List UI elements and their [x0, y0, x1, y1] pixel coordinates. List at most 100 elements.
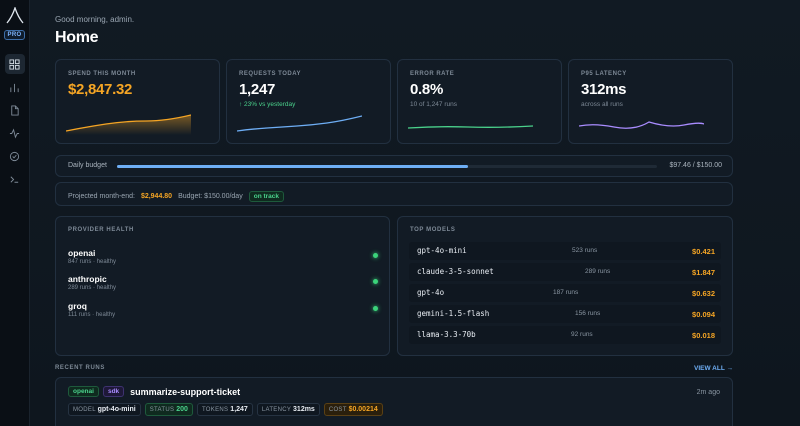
- stat-subtext: 10 of 1,247 runs: [410, 101, 457, 108]
- source-tag: sdk: [102, 386, 125, 397]
- projection-label: Projected month-end:: [68, 193, 135, 200]
- model-name: gpt-4o: [417, 288, 445, 297]
- budget-track: [117, 164, 657, 168]
- page-title: Home: [55, 29, 99, 46]
- nav-activity[interactable]: [5, 123, 25, 143]
- chip-key: STATUS: [149, 407, 175, 413]
- run-time: 2m ago: [696, 389, 720, 396]
- activity-icon: [9, 128, 20, 138]
- stat-label: P95 LATENCY: [581, 71, 627, 77]
- document-icon: [11, 104, 19, 116]
- spend-sparkline: [66, 114, 191, 135]
- latency-chip: LATENCY 312ms: [256, 403, 320, 416]
- chip-value: gpt-4o-mini: [97, 406, 136, 413]
- section-title: PROVIDER HEALTH: [68, 227, 134, 233]
- projection-bar: Projected month-end: $2,944.80 Budget: $…: [55, 182, 733, 206]
- model-cost: $0.094: [692, 309, 715, 319]
- latency-sparkline: [579, 121, 704, 129]
- stat-value: 0.8%: [410, 81, 443, 98]
- model-name: gpt-4o-mini: [417, 246, 467, 255]
- requests-sparkline: [237, 115, 362, 132]
- model-cost: $1.847: [692, 267, 715, 277]
- budget-fill: [117, 164, 468, 168]
- stat-card-requests: REQUESTS TODAY 1,247 ↑ 23% vs yesterday: [226, 59, 391, 144]
- model-row[interactable]: gpt-4o 187 runs $0.632: [409, 284, 721, 302]
- nav-checks[interactable]: [5, 146, 25, 166]
- model-row[interactable]: llama-3.3-70b 92 runs $0.018: [409, 326, 721, 344]
- stat-value: $2,847.32: [68, 81, 133, 98]
- model-name: gemini-1.5-flash: [417, 309, 490, 318]
- view-all-link[interactable]: VIEW ALL →: [694, 365, 733, 372]
- nav-rail: PRO: [0, 0, 30, 426]
- nav-home[interactable]: [4, 54, 25, 74]
- model-runs: 289 runs: [585, 268, 611, 275]
- grid-icon: [9, 58, 20, 70]
- model-row[interactable]: gpt-4o-mini 523 runs $0.421: [409, 242, 721, 260]
- section-title: TOP MODELS: [410, 227, 456, 233]
- stat-card-errors: ERROR RATE 0.8% 10 of 1,247 runs: [397, 59, 562, 144]
- stat-card-latency: P95 LATENCY 312ms across all runs: [568, 59, 733, 144]
- provider-name: groq: [68, 301, 87, 311]
- model-cost: $0.421: [692, 246, 715, 256]
- stat-label: ERROR RATE: [410, 71, 455, 77]
- run-chips: MODEL gpt-4o-mini STATUS 200 TOKENS 1,24…: [68, 403, 383, 416]
- chip-key: TOKENS: [201, 407, 229, 413]
- provider-health-panel: PROVIDER HEALTH openai 847 runs · health…: [55, 216, 390, 356]
- provider-detail: 289 runs · healthy: [68, 285, 117, 291]
- projection: Projected month-end: $2,944.80 Budget: $…: [68, 191, 285, 202]
- health-dot-icon: [373, 306, 378, 311]
- stat-card-spend: SPEND THIS MONTH $2,847.32: [55, 59, 220, 144]
- provider-detail: 847 runs · healthy: [68, 259, 117, 265]
- model-name: claude-3-5-sonnet: [417, 267, 494, 276]
- provider-name: openai: [68, 248, 96, 258]
- chip-key: MODEL: [73, 407, 96, 413]
- bar-chart-icon: [10, 83, 19, 92]
- projection-amount: $2,944.80: [140, 193, 173, 200]
- run-name: summarize-support-ticket: [130, 386, 241, 397]
- chip-value: 1,247: [230, 406, 248, 413]
- status-chip: STATUS 200: [144, 403, 193, 416]
- nav-terminal[interactable]: [5, 169, 25, 189]
- provider-item[interactable]: anthropic 289 runs · healthy: [68, 274, 116, 291]
- stat-label: REQUESTS TODAY: [239, 71, 302, 77]
- pro-badge: PRO: [3, 30, 26, 40]
- stat-subtext: across all runs: [581, 101, 623, 108]
- cost-chip: COST $0.00214: [323, 403, 383, 416]
- model-row[interactable]: gemini-1.5-flash 156 runs $0.094: [409, 305, 721, 323]
- budget-amount: $97.46 / $150.00: [669, 162, 722, 169]
- health-dot-icon: [373, 279, 378, 284]
- budget-label: Daily budget: [68, 162, 107, 169]
- chip-value: 200: [176, 406, 188, 413]
- chip-key: LATENCY: [261, 407, 292, 413]
- provider-item[interactable]: groq 111 runs · healthy: [68, 301, 115, 318]
- model-cost: $0.632: [692, 288, 715, 298]
- model-chip: MODEL gpt-4o-mini: [68, 403, 141, 416]
- stat-label: SPEND THIS MONTH: [68, 71, 136, 77]
- nav-documents[interactable]: [5, 100, 25, 120]
- stat-value: 1,247: [239, 81, 276, 98]
- provider-name: anthropic: [68, 274, 107, 284]
- status-badge: on track: [248, 191, 285, 202]
- nav-analytics[interactable]: [5, 77, 25, 97]
- logo-icon: [5, 7, 24, 24]
- terminal-icon: [10, 175, 19, 183]
- budget-per-day: Budget: $150.00/day: [178, 193, 243, 200]
- model-runs: 523 runs: [572, 247, 598, 254]
- top-models-panel: TOP MODELS gpt-4o-mini 523 runs $0.421 c…: [397, 216, 733, 356]
- model-runs: 156 runs: [575, 310, 601, 317]
- provider-item[interactable]: openai 847 runs · healthy: [68, 248, 116, 265]
- model-row[interactable]: claude-3-5-sonnet 289 runs $1.847: [409, 263, 721, 281]
- chip-key: COST: [328, 407, 347, 413]
- stat-value: 312ms: [581, 81, 627, 98]
- model-runs: 92 runs: [571, 331, 593, 338]
- stat-trend: ↑ 23% vs yesterday: [239, 101, 296, 108]
- section-title: RECENT RUNS: [55, 365, 105, 371]
- model-runs: 187 runs: [553, 289, 579, 296]
- greeting: Good morning, admin.: [55, 15, 135, 24]
- main-content: Good morning, admin. Home SPEND THIS MON…: [30, 0, 800, 426]
- recent-run-card[interactable]: openai sdk summarize-support-ticket 2m a…: [55, 377, 733, 426]
- provider-tag: openai: [68, 386, 99, 397]
- health-dot-icon: [373, 253, 378, 258]
- model-cost: $0.018: [692, 330, 715, 340]
- check-circle-icon: [9, 151, 20, 161]
